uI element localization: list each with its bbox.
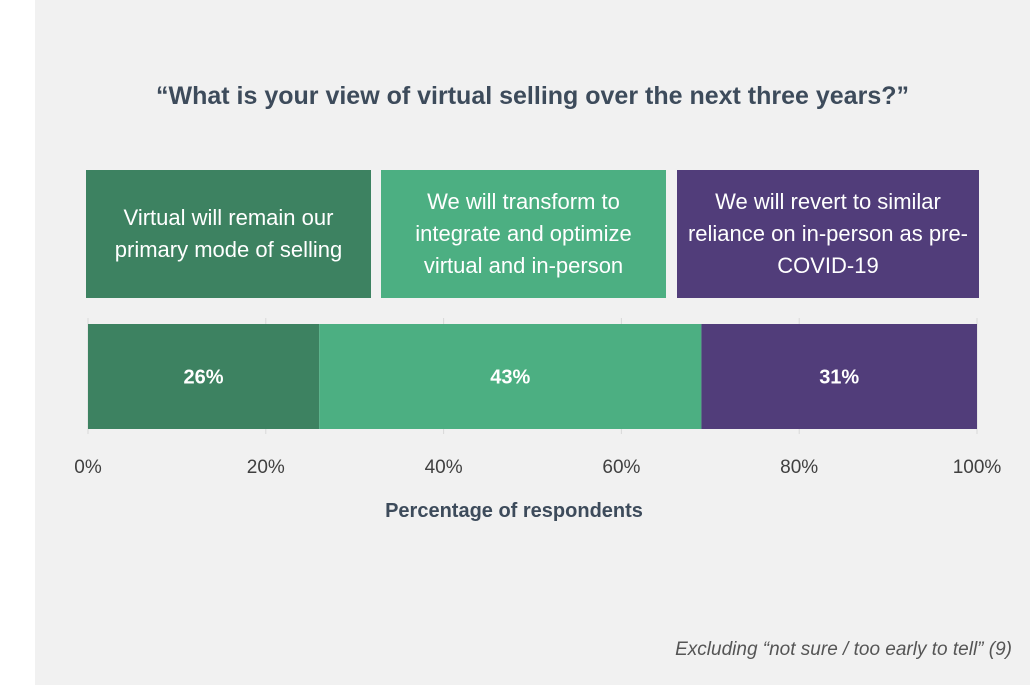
category-box-transform-integrate: We will transform to integrate and optim… (381, 170, 666, 298)
chart-title: “What is your view of virtual selling ov… (156, 82, 909, 110)
bar-segment-3 (701, 324, 977, 429)
x-tick-label-0: 0% (74, 457, 102, 478)
x-tick-label-60: 60% (602, 457, 640, 478)
data-label-2: 43% (490, 367, 530, 389)
bar-segment-2 (319, 324, 702, 429)
x-tick-label-100: 100% (953, 457, 1002, 478)
category-box-revert-in-person: We will revert to similar reliance on in… (677, 170, 979, 298)
footnote: Excluding “not sure / too early to tell”… (675, 639, 1012, 660)
x-tick-label-20: 20% (247, 457, 285, 478)
x-tick-label-40: 40% (425, 457, 463, 478)
x-tick-label-80: 80% (780, 457, 818, 478)
bar-segment-1 (88, 324, 320, 429)
x-axis-title: Percentage of respondents (385, 500, 643, 522)
data-label-3: 31% (819, 367, 859, 389)
data-label-1: 26% (184, 367, 224, 389)
category-box-virtual-primary: Virtual will remain our primary mode of … (86, 170, 371, 298)
